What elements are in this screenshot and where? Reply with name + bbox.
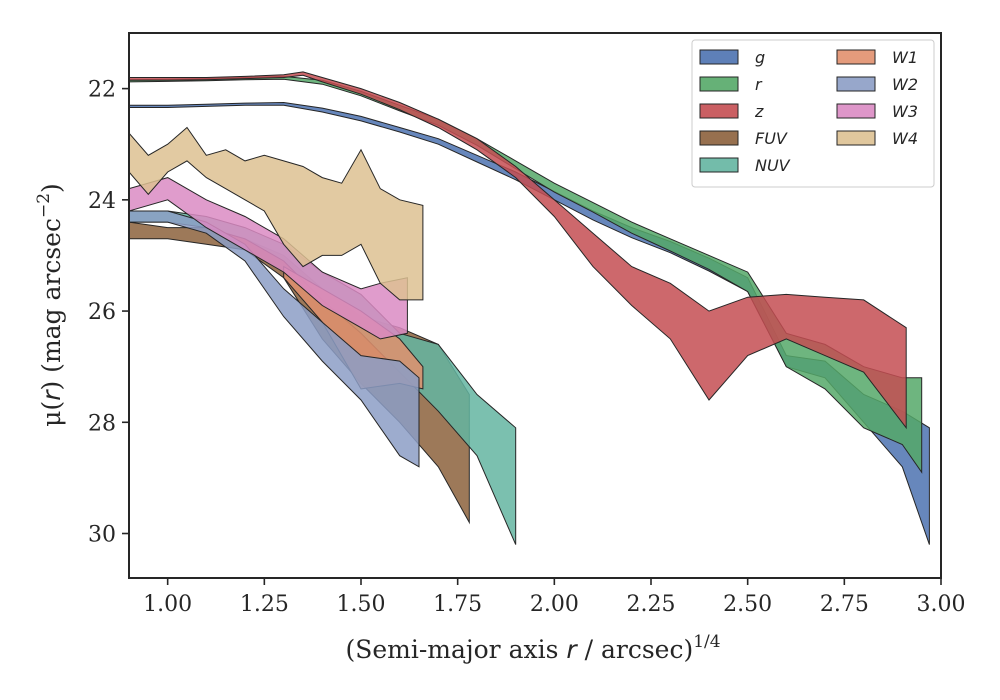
x-tick-label: 2.25: [627, 592, 676, 617]
legend-label-w3: W3: [892, 102, 918, 121]
y-tick-label: 30: [88, 523, 116, 548]
legend-label-w4: W4: [892, 129, 918, 148]
x-axis-ticks: 1.00 1.25 1.50 1.75 2.00 2.25 2.50 2.75 3.00: [143, 578, 965, 617]
band-w4: [129, 126, 424, 301]
legend-label-w2: W2: [892, 75, 918, 94]
y-axis-ticks: 22 24 26 28 30: [88, 78, 129, 548]
series-layer: [129, 71, 930, 545]
legend-label-g: g: [755, 48, 765, 67]
y-tick-label: 28: [88, 411, 116, 436]
legend: grz FUV NUV W1 W2 W3 W4: [691, 39, 935, 188]
legend-swatch-w1: [836, 49, 876, 65]
legend-label-nuv: NUV: [755, 156, 791, 175]
legend-swatch-w3: [836, 103, 876, 119]
legend-label-w1: W1: [892, 48, 918, 67]
legend-swatch-w2: [836, 76, 876, 92]
x-tick-label: 2.50: [723, 592, 772, 617]
legend-swatch-w4: [836, 130, 876, 146]
x-tick-label: 2.00: [530, 592, 579, 617]
legend-swatch-z: [699, 103, 739, 119]
x-tick-label: 3.00: [917, 592, 966, 617]
legend-label-z: z: [754, 102, 764, 121]
band-z: [129, 71, 907, 430]
legend-label-fuv: FUV: [755, 129, 788, 148]
x-tick-label: 2.75: [820, 592, 869, 617]
y-tick-label: 24: [88, 189, 116, 214]
legend-swatch-fuv: [699, 130, 739, 146]
legend-swatch-r: [699, 76, 739, 92]
x-tick-label: 1.50: [337, 592, 386, 617]
legend-label-r: r: [755, 75, 763, 94]
x-tick-label: 1.00: [143, 592, 192, 617]
y-tick-label: 22: [88, 78, 116, 103]
legend-swatch-nuv: [699, 157, 739, 173]
x-tick-label: 1.75: [433, 592, 482, 617]
legend-swatch-g: [699, 49, 739, 65]
band-w3: [129, 177, 408, 340]
x-axis-title: (Semi-major axis r / arcsec)1/4: [345, 632, 720, 664]
y-axis-title: μ(r) (mag arcsec−2): [34, 183, 66, 427]
y-tick-label: 26: [88, 300, 116, 325]
x-tick-label: 1.25: [240, 592, 289, 617]
plot-frame: [128, 32, 942, 579]
